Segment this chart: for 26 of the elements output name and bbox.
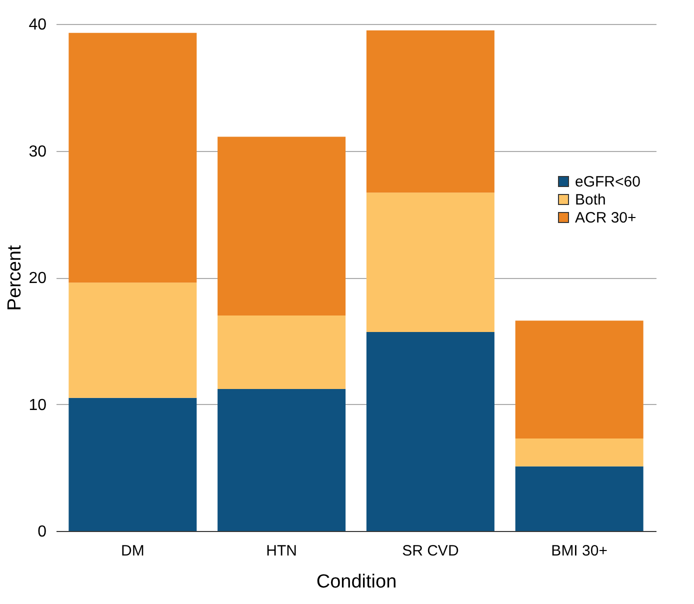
x-tick-label: DM	[121, 542, 144, 560]
bar	[366, 30, 494, 193]
x-tick-label: BMI 30+	[551, 542, 608, 560]
x-tick-label: HTN	[266, 542, 297, 560]
bar	[515, 438, 644, 466]
y-tick-label: 10	[28, 396, 47, 414]
bar	[515, 466, 644, 531]
y-tick-label: 20	[28, 270, 47, 287]
legend-label: ACR 30+	[575, 210, 637, 226]
bar	[218, 316, 346, 390]
bar	[68, 398, 197, 531]
bar	[68, 282, 197, 398]
bar	[218, 136, 346, 316]
legend-label: Both	[575, 192, 606, 208]
bar	[366, 332, 494, 531]
y-tick-label: 40	[28, 16, 47, 34]
x-axis-title: Condition	[316, 572, 397, 592]
y-tick-label: 30	[28, 143, 47, 160]
y-axis-title: Percent	[4, 244, 26, 311]
y-tick-label: 0	[38, 524, 47, 540]
bar	[218, 389, 346, 531]
bar	[68, 32, 197, 283]
x-tick-label: SR CVD	[402, 542, 459, 560]
legend-label: eGFR<60	[575, 174, 640, 190]
bar	[515, 320, 644, 438]
bar	[366, 192, 494, 332]
